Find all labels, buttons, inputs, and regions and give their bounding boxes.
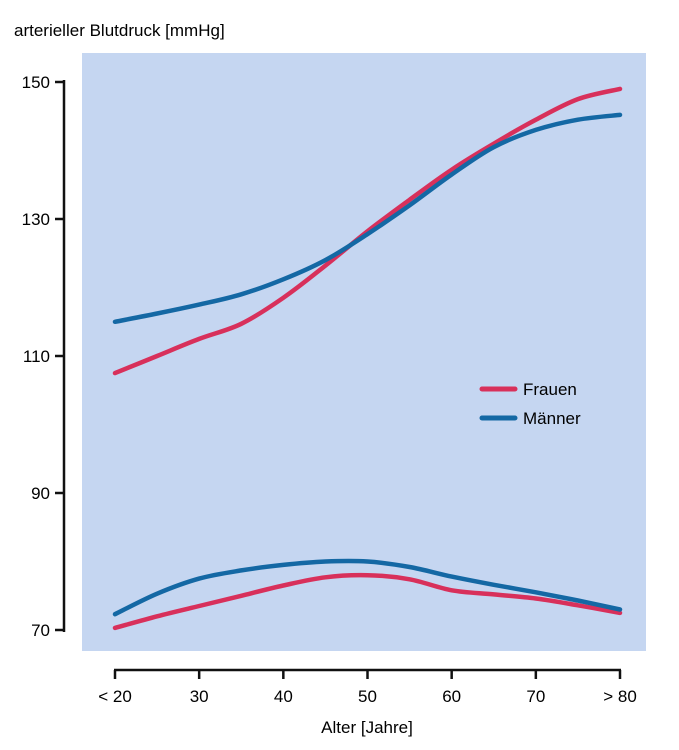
plot-area-background [82,53,646,651]
series-line-frauen-systolic [112,86,623,376]
legend-label: Frauen [523,380,577,399]
y-axis-label: arterieller Blutdruck [mmHg] [14,21,225,40]
x-tick-label: 30 [190,687,209,706]
legend: Frauen Männer [479,380,581,428]
y-tick-label: 110 [23,347,50,366]
series-layer [112,86,623,631]
x-tick-label: 50 [358,687,377,706]
legend-label: Männer [523,409,581,428]
y-tick-label: 130 [22,210,50,229]
x-axis: < 20 30 40 50 60 70 > 80 [98,668,637,706]
y-tick-label: 70 [31,621,50,640]
series-line-m-nner-diastolic [112,558,623,617]
x-axis-label: Alter [Jahre] [321,718,413,737]
series-line-m-nner-systolic [112,112,623,325]
y-axis: 70 90 110 130 150 [22,73,66,640]
x-tick-label: > 80 [603,687,637,706]
series-line-frauen-diastolic [112,572,623,631]
y-tick-label: 90 [31,484,50,503]
x-tick-label: 40 [274,687,293,706]
x-tick-label: < 20 [98,687,132,706]
x-tick-label: 60 [442,687,461,706]
y-tick-label: 150 [22,73,50,92]
x-tick-label: 70 [526,687,545,706]
